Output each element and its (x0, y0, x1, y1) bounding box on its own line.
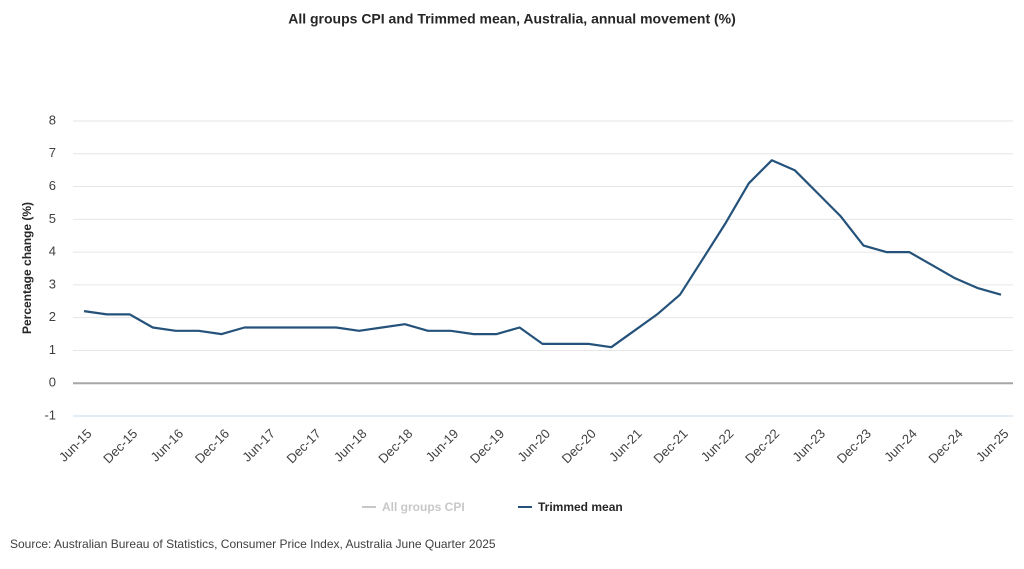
y-tick-label: 4 (49, 244, 56, 259)
x-tick-label: Jun-24 (881, 426, 920, 465)
y-tick-label: -1 (44, 407, 56, 422)
y-tick-label: 1 (49, 342, 56, 357)
x-tick-label: Jun-18 (331, 426, 370, 465)
x-tick-label: Dec-22 (742, 426, 782, 466)
y-tick-label: 0 (49, 375, 56, 390)
x-tick-label: Dec-24 (925, 426, 965, 466)
y-tick-label: 7 (49, 145, 56, 160)
y-axis-title: Percentage change (%) (20, 202, 34, 334)
data-line (83, 159, 1002, 349)
y-tick-label: 3 (49, 276, 56, 291)
source-note: Source: Australian Bureau of Statistics,… (10, 537, 496, 551)
y-tick-label: 6 (49, 178, 56, 193)
x-tick-label: Jun-21 (606, 426, 645, 465)
x-tick-label: Jun-23 (789, 426, 828, 465)
x-tick-label: Dec-18 (375, 426, 415, 466)
legend-label: Trimmed mean (538, 500, 623, 514)
x-tick-label: Dec-17 (284, 426, 324, 466)
x-tick-label: Dec-20 (559, 426, 599, 466)
x-tick-label: Jun-25 (973, 426, 1012, 465)
x-tick-label: Dec-23 (834, 426, 874, 466)
y-tick-label: 8 (49, 112, 56, 127)
legend-label: All groups CPI (382, 500, 465, 514)
y-tick-label: 5 (49, 211, 56, 226)
x-tick-label: Jun-20 (514, 426, 553, 465)
x-tick-label: Jun-16 (148, 426, 187, 465)
x-tick-label: Dec-21 (650, 426, 690, 466)
x-tick-label: Dec-15 (100, 426, 140, 466)
x-tick-label: Jun-17 (239, 426, 278, 465)
x-tick-label: Dec-16 (192, 426, 232, 466)
x-tick-label: Dec-19 (467, 426, 507, 466)
x-tick-label: Jun-22 (698, 426, 737, 465)
chart-title: All groups CPI and Trimmed mean, Austral… (288, 11, 736, 27)
y-tick-label: 2 (49, 309, 56, 324)
x-tick-label: Jun-19 (423, 426, 462, 465)
x-tick-label: Jun-15 (56, 426, 95, 465)
